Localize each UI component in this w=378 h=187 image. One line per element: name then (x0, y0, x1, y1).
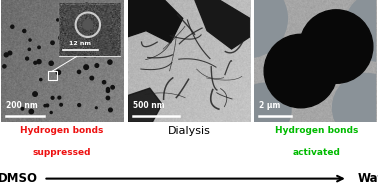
Text: Water: Water (357, 172, 378, 185)
Circle shape (33, 92, 37, 96)
Circle shape (91, 13, 95, 17)
Circle shape (59, 36, 63, 40)
Circle shape (29, 109, 34, 114)
Text: suppressed: suppressed (33, 148, 91, 157)
Circle shape (94, 33, 96, 35)
Circle shape (51, 41, 54, 45)
Circle shape (21, 108, 24, 110)
Circle shape (106, 88, 110, 91)
Polygon shape (195, 0, 250, 49)
Circle shape (333, 73, 378, 142)
Circle shape (62, 22, 67, 27)
Circle shape (3, 65, 6, 68)
Text: activated: activated (293, 148, 341, 157)
Circle shape (29, 39, 31, 41)
Circle shape (85, 3, 88, 7)
Circle shape (345, 0, 378, 61)
Circle shape (69, 7, 74, 11)
Circle shape (300, 10, 373, 83)
Circle shape (11, 25, 14, 28)
Circle shape (264, 34, 338, 108)
Circle shape (93, 53, 96, 57)
Text: DMSO: DMSO (0, 172, 38, 185)
Circle shape (46, 104, 49, 107)
Circle shape (209, 0, 287, 58)
Circle shape (78, 104, 81, 106)
Bar (48, 71, 57, 80)
Circle shape (237, 83, 291, 137)
Circle shape (90, 76, 94, 80)
Polygon shape (128, 0, 183, 43)
Circle shape (106, 96, 110, 100)
Circle shape (40, 79, 42, 81)
Circle shape (58, 96, 61, 99)
Circle shape (111, 86, 115, 89)
Circle shape (95, 64, 99, 67)
Circle shape (95, 107, 97, 109)
Circle shape (51, 96, 54, 99)
Circle shape (34, 61, 37, 64)
Circle shape (108, 108, 112, 112)
Polygon shape (128, 88, 162, 122)
Text: 200 nm: 200 nm (6, 101, 38, 110)
Text: 2 μm: 2 μm (259, 101, 280, 110)
Circle shape (38, 46, 40, 49)
Circle shape (28, 48, 30, 50)
Text: Hydrogen bonds: Hydrogen bonds (20, 126, 103, 135)
Text: 12 nm: 12 nm (70, 41, 91, 46)
Circle shape (102, 81, 106, 84)
Circle shape (98, 8, 100, 10)
Circle shape (106, 89, 110, 92)
Circle shape (4, 53, 8, 57)
Circle shape (88, 37, 91, 41)
Circle shape (8, 51, 12, 55)
Circle shape (26, 57, 28, 60)
Bar (59, 4, 119, 56)
Circle shape (57, 19, 59, 21)
Circle shape (112, 6, 116, 11)
Circle shape (112, 36, 114, 38)
Circle shape (60, 103, 62, 106)
Text: Hydrogen bonds: Hydrogen bonds (275, 126, 358, 135)
Circle shape (85, 20, 89, 24)
Circle shape (49, 61, 53, 65)
Circle shape (56, 70, 60, 75)
Circle shape (85, 18, 87, 21)
Circle shape (83, 20, 93, 30)
Circle shape (83, 53, 87, 57)
Circle shape (108, 60, 112, 64)
Circle shape (93, 17, 94, 19)
Circle shape (84, 65, 88, 69)
Text: 500 nm: 500 nm (133, 101, 164, 110)
Circle shape (94, 8, 96, 10)
Circle shape (77, 70, 81, 73)
Circle shape (37, 60, 41, 64)
Text: Dialysis: Dialysis (167, 126, 211, 136)
Circle shape (78, 22, 82, 25)
Circle shape (44, 105, 46, 107)
Circle shape (50, 111, 52, 114)
Circle shape (23, 30, 26, 33)
